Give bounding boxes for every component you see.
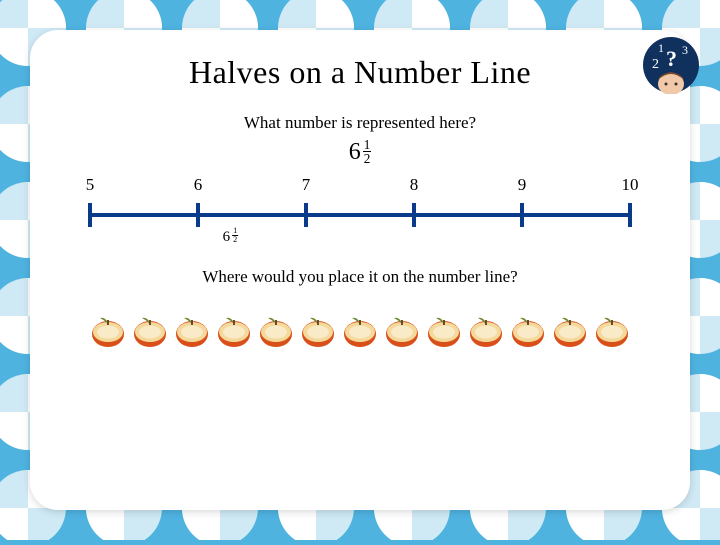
content-card: Halves on a Number Line What number is r… <box>30 30 690 510</box>
half-fruit-icon <box>90 315 126 349</box>
answer-denominator: 2 <box>363 152 372 165</box>
number-line-tick <box>520 203 524 227</box>
half-fruit-icon <box>510 315 546 349</box>
badge-question: ? <box>666 46 677 71</box>
half-fruit-icon <box>384 315 420 349</box>
half-fruit-icon <box>552 315 588 349</box>
number-line-label: 7 <box>302 175 311 195</box>
half-fruit-icon <box>174 315 210 349</box>
badge-svg: 1 3 2 ? <box>642 36 700 94</box>
half-fruit-icon <box>132 315 168 349</box>
badge-num-1: 1 <box>658 41 664 55</box>
number-line-label: 9 <box>518 175 527 195</box>
number-line: 5678910612 <box>90 175 630 245</box>
number-line-tick <box>304 203 308 227</box>
half-fruit-icon <box>594 315 630 349</box>
badge-num-3: 3 <box>682 43 688 57</box>
half-fruit-icon <box>258 315 294 349</box>
badge-num-2: 2 <box>652 57 659 72</box>
number-line-label: 6 <box>194 175 203 195</box>
number-line-label: 10 <box>622 175 639 195</box>
page-title: Halves on a Number Line <box>70 54 650 91</box>
number-line-tick <box>628 203 632 227</box>
half-fruit-icon <box>342 315 378 349</box>
number-line-tick <box>196 203 200 227</box>
answer-numerator: 1 <box>363 138 372 152</box>
fruit-row <box>70 315 650 349</box>
question-text-2: Where would you place it on the number l… <box>70 267 650 287</box>
number-line-label: 8 <box>410 175 419 195</box>
question-text-1: What number is represented here? <box>70 113 650 133</box>
number-line-marker: 612 <box>223 229 239 247</box>
half-fruit-icon <box>216 315 252 349</box>
number-line-tick <box>412 203 416 227</box>
answer-fraction: 12 <box>363 138 372 165</box>
number-line-tick <box>88 203 92 227</box>
number-line-label: 5 <box>86 175 95 195</box>
half-fruit-icon <box>468 315 504 349</box>
number-line-axis <box>90 213 630 217</box>
half-fruit-icon <box>426 315 462 349</box>
half-fruit-icon <box>300 315 336 349</box>
answer-display: 612 <box>70 139 650 167</box>
thinking-badge: 1 3 2 ? <box>642 36 700 94</box>
answer-whole: 6 <box>349 139 361 165</box>
